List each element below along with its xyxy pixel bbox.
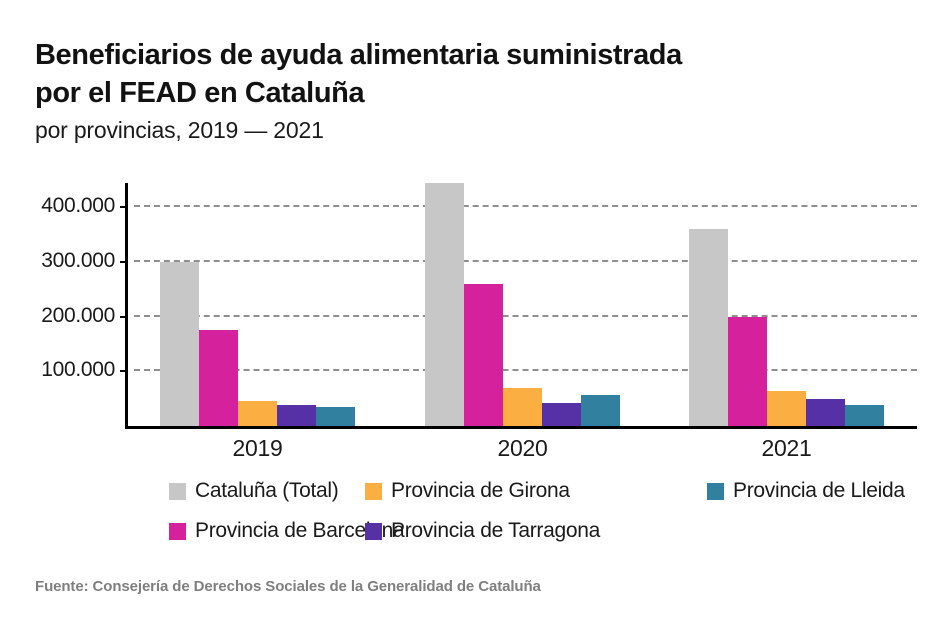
bar-2020-provincia-de-tarragona (542, 402, 581, 426)
legend-label: Provincia de Girona (391, 479, 570, 502)
bar-2021-catalu-a-total- (689, 229, 728, 426)
bar-2020-catalu-a-total- (425, 182, 464, 426)
bar-2020-provincia-de-girona (503, 387, 542, 426)
legend-item-provincia-de-tarragona: Provincia de Tarragona (365, 518, 707, 544)
gridline-300.000 (134, 260, 917, 262)
gridline-200.000 (134, 314, 917, 317)
bar-2020-provincia-de-barcelona (464, 283, 503, 426)
x-axis-label-2021: 2021 (761, 435, 812, 461)
bar-2019-catalu-a-total- (160, 262, 199, 426)
y-axis-label-100.000: 100.000 (41, 358, 115, 382)
legend-item-catalu-a-total-: Cataluña (Total) (169, 478, 365, 504)
gridline-100.000 (134, 369, 917, 372)
source-note: Fuente: Consejería de Derechos Sociales … (35, 578, 541, 595)
legend-item-provincia-de-barcelona: Provincia de Barcelona (169, 518, 405, 544)
plot-area: 100.000 200.000 300.000 400.000 2019 2020 2021 (41, 182, 917, 461)
bar-2019-provincia-de-girona (238, 401, 277, 426)
y-tick-mark-100.000 (120, 370, 128, 373)
chart-title-line-2: por el FEAD en Cataluña (35, 77, 365, 109)
bar-group-2021 (689, 183, 884, 426)
bar-2021-provincia-de-tarragona (806, 398, 845, 426)
bar-2019-provincia-de-lleida (316, 406, 355, 426)
legend-label: Provincia de Lleida (733, 479, 905, 502)
bar-2019-provincia-de-tarragona (277, 405, 316, 426)
y-axis-label-200.000: 200.000 (41, 303, 115, 327)
bar-2019-provincia-de-barcelona (199, 330, 238, 426)
y-tick-mark-300.000 (120, 261, 128, 263)
y-tick-mark-400.000 (120, 206, 128, 209)
legend-label: Cataluña (Total) (195, 479, 339, 502)
y-axis-label-400.000: 400.000 (41, 194, 115, 218)
legend-swatch-icon (365, 522, 382, 540)
gridline-400.000 (134, 205, 917, 208)
legend-swatch-icon (169, 522, 186, 540)
y-tick-mark-200.000 (120, 315, 128, 318)
bar-group-2020 (425, 182, 620, 426)
bar-2021-provincia-de-girona (767, 390, 806, 426)
chart-legend: Cataluña (Total) Provincia de Girona Provi… (169, 478, 905, 544)
x-axis-label-2019: 2019 (232, 435, 283, 461)
bar-2021-provincia-de-barcelona (728, 316, 767, 426)
legend-label: Provincia de Barcelona (195, 519, 405, 542)
chart-header: Beneficiarios de ayuda alimentaria sumin… (35, 36, 915, 145)
x-axis-label-2020: 2020 (497, 435, 548, 461)
legend-swatch-icon (169, 482, 186, 500)
legend-label: Provincia de Tarragona (391, 519, 600, 542)
bar-2020-provincia-de-lleida (581, 394, 620, 426)
legend-item-provincia-de-lleida: Provincia de Lleida (707, 478, 905, 504)
legend-swatch-icon (707, 482, 724, 500)
chart-title-line-1: Beneficiarios de ayuda alimentaria sumin… (35, 39, 682, 71)
legend-item-provincia-de-girona: Provincia de Girona (365, 478, 707, 504)
chart-subtitle: por provincias, 2019 — 2021 (35, 117, 324, 143)
legend-swatch-icon (365, 482, 382, 500)
y-axis-label-300.000: 300.000 (41, 249, 115, 272)
bar-group-2019 (160, 183, 355, 426)
bar-2021-provincia-de-lleida (845, 405, 884, 426)
